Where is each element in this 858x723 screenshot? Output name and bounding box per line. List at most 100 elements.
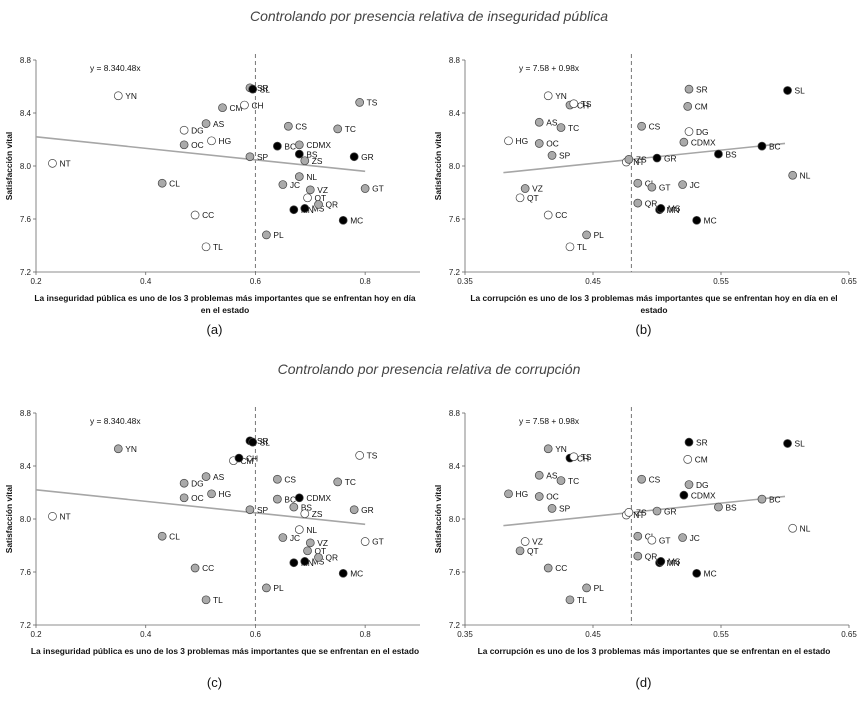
point-label: VZ: [532, 537, 543, 547]
point-label: TS: [581, 99, 592, 109]
data-point: [314, 200, 323, 209]
point-label: BS: [725, 149, 737, 159]
data-point: [684, 84, 694, 94]
data-point: [515, 546, 525, 556]
point-label: VZ: [317, 538, 328, 548]
data-point: [303, 546, 312, 556]
point-label: NT: [59, 159, 70, 169]
y-tick-label: 7.6: [449, 568, 461, 577]
point-label: NT: [633, 157, 644, 167]
point-label: SP: [559, 504, 571, 514]
point-label: MC: [350, 569, 363, 579]
data-point: [240, 100, 249, 110]
scatter-plot-c: 7.2 7.6 8.0 8.4 8.8 0.2 0.4 0.6 0.8 Satisfacción …: [4, 407, 420, 639]
point-label: TC: [568, 123, 579, 133]
data-point: [637, 474, 646, 484]
data-point: [652, 153, 662, 163]
y-axis-label: Satisfacción vital: [4, 485, 14, 553]
x-tick-label: 0.6: [250, 277, 262, 286]
y-axis-label: Satisfacción vital: [433, 132, 443, 200]
x-tick-label: 0.45: [585, 277, 601, 286]
point-label: CH: [577, 453, 589, 463]
point-label: ZS: [636, 508, 647, 518]
point-label: SR: [257, 436, 269, 446]
point-label: CC: [555, 210, 567, 220]
data-point: [624, 155, 634, 164]
point-label: MS: [668, 557, 681, 567]
data-point: [556, 123, 566, 132]
data-point: [543, 91, 553, 101]
data-point: [349, 505, 359, 515]
data-point: [547, 504, 557, 513]
x-axis-label: La corrupción es uno de los 3 problemas …: [470, 293, 838, 315]
data-point: [633, 551, 643, 561]
point-label: QR: [326, 200, 339, 210]
data-point: [569, 452, 579, 462]
trend-line: [35, 136, 366, 173]
point-label: DG: [191, 478, 204, 488]
point-label: VZ: [317, 185, 328, 195]
point-label: CDMX: [691, 137, 716, 147]
data-point: [245, 152, 255, 162]
point-label: SR: [696, 84, 708, 94]
x-axis-label: La inseguridad pública es uno de los 3 p…: [34, 293, 416, 315]
y-tick-label: 8.4: [20, 109, 32, 118]
point-label: SL: [260, 84, 271, 94]
point-label: OC: [546, 139, 559, 149]
point-label: CM: [230, 103, 243, 113]
point-label: TL: [213, 595, 223, 605]
y-tick-label: 8.0: [449, 515, 461, 524]
point-label: CL: [169, 178, 180, 188]
data-point: [647, 535, 657, 545]
data-point: [234, 453, 244, 463]
point-label: QR: [645, 198, 658, 208]
y-tick-label: 8.4: [449, 109, 461, 118]
data-point: [157, 178, 167, 188]
point-label: TC: [345, 477, 356, 487]
x-axis-label: La inseguridad pública es uno de los 3 p…: [30, 646, 420, 656]
data-point: [294, 493, 304, 503]
point-label: TC: [568, 476, 579, 486]
data-point: [683, 102, 693, 111]
y-tick-label: 8.8: [20, 409, 32, 418]
section-title-top: Controlando por presencia relativa de in…: [249, 8, 608, 24]
point-label: NL: [800, 170, 811, 180]
data-point: [678, 180, 687, 189]
point-label: GT: [659, 182, 671, 192]
data-point: [534, 470, 544, 480]
point-label: GT: [659, 535, 671, 545]
data-point: [683, 455, 693, 464]
y-tick-label: 8.4: [20, 462, 32, 471]
data-point: [303, 193, 312, 203]
x-tick-label: 0.45: [585, 630, 601, 639]
data-point: [543, 210, 553, 220]
data-point: [355, 98, 365, 107]
chart-panel-b: 7.2 7.6 8.0 8.4 8.8 0.35 0.45 0.55 0.65 Satisfacc…: [429, 30, 858, 370]
data-point: [647, 182, 657, 192]
point-label: QR: [645, 551, 658, 561]
point-label: CDMX: [306, 140, 331, 150]
data-point: [262, 583, 271, 593]
point-label: CS: [295, 121, 307, 131]
point-label: GR: [664, 506, 677, 516]
point-label: MS: [668, 204, 681, 214]
x-tick-label: 0.55: [713, 630, 729, 639]
point-label: OC: [546, 492, 559, 502]
data-point: [534, 139, 544, 148]
data-point: [714, 502, 723, 512]
chart-panel-d: 7.2 7.6 8.0 8.4 8.8 0.35 0.45 0.55 0.65 Satisfacc…: [429, 383, 858, 723]
point-label: TL: [213, 242, 223, 252]
data-point: [190, 563, 200, 573]
point-label: MN: [667, 205, 680, 215]
point-label: QT: [527, 546, 539, 556]
point-label: CS: [649, 474, 661, 484]
point-label: QR: [326, 553, 339, 563]
point-label: TL: [577, 242, 587, 252]
point-label: HG: [516, 489, 529, 499]
data-point: [278, 533, 288, 542]
data-point: [218, 103, 227, 113]
point-label: CM: [695, 102, 708, 112]
x-tick-label: 0.65: [841, 630, 857, 639]
data-point: [289, 502, 299, 512]
point-label: CC: [202, 563, 214, 573]
